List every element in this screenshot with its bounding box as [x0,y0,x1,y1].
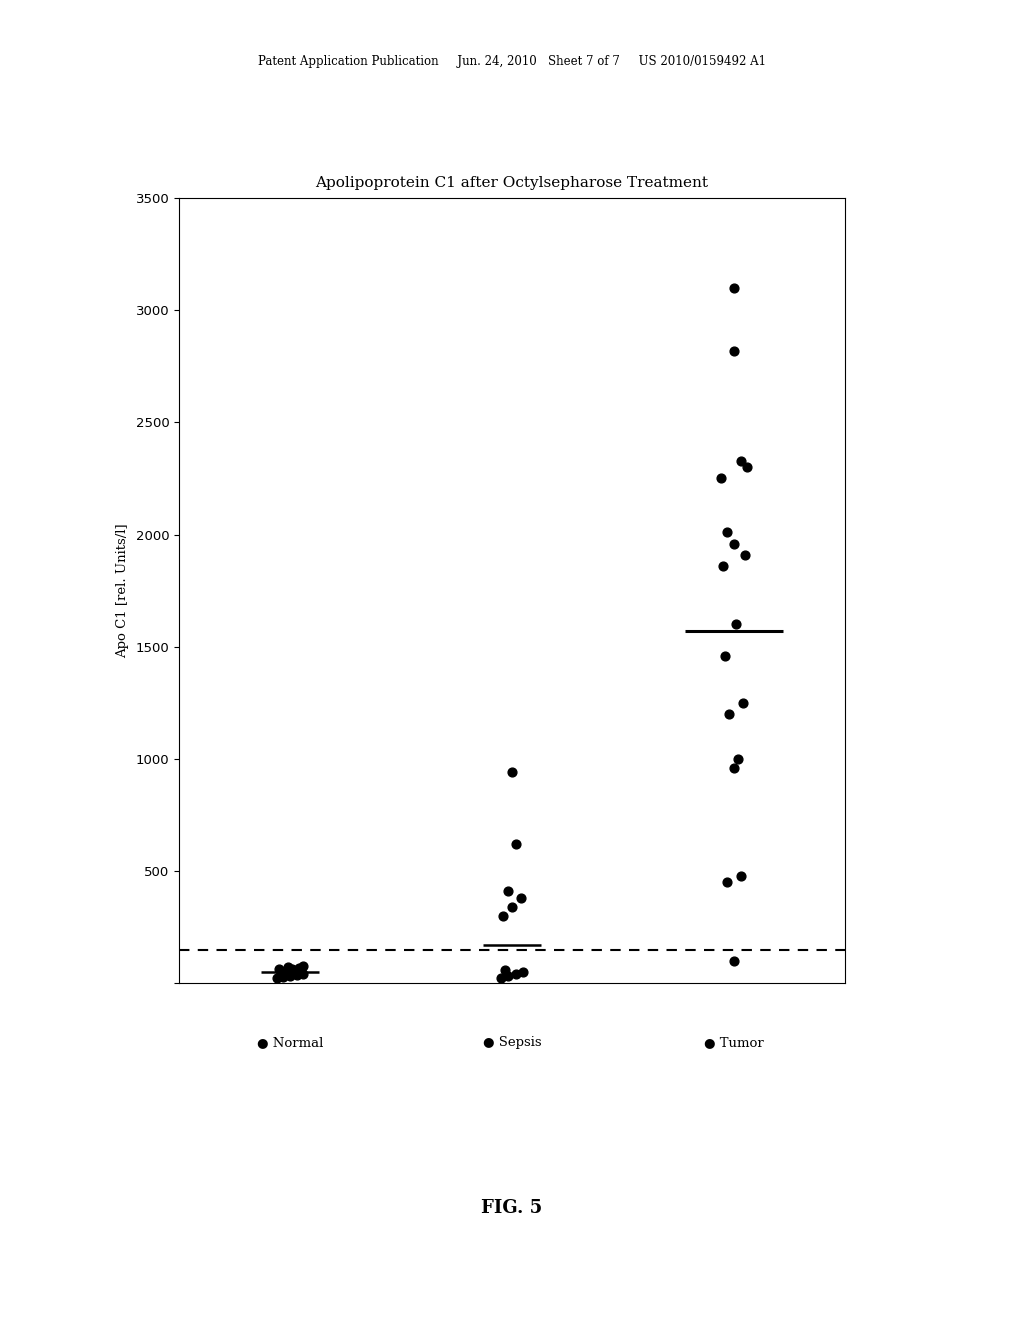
Point [739,457,756,478]
Point [726,758,742,779]
Text: ● Tumor: ● Tumor [703,1036,764,1049]
Point [719,521,735,543]
Point [732,450,749,471]
Point [513,887,529,908]
Text: FIG. 5: FIG. 5 [481,1199,543,1217]
Point [284,958,301,979]
Text: ● Sepsis: ● Sepsis [482,1036,542,1049]
Point [713,469,729,490]
Point [282,965,298,986]
Title: Apolipoprotein C1 after Octylsepharose Treatment: Apolipoprotein C1 after Octylsepharose T… [315,176,709,190]
Point [289,965,305,986]
Point [508,834,524,855]
Point [726,950,742,972]
Point [500,965,516,986]
Point [495,906,511,927]
Point [291,957,307,978]
Point [275,966,292,987]
Point [508,964,524,985]
Point [497,960,513,981]
Point [295,964,311,985]
Point [270,958,287,979]
Point [726,341,742,362]
Point [504,896,520,917]
Point [273,962,290,983]
Point [280,957,296,978]
Point [717,645,733,667]
Point [493,968,509,989]
Point [293,960,309,981]
Point [726,277,742,298]
Text: Patent Application Publication     Jun. 24, 2010   Sheet 7 of 7     US 2010/0159: Patent Application Publication Jun. 24, … [258,55,766,69]
Point [719,871,735,892]
Point [734,692,751,713]
Point [278,961,294,982]
Point [287,961,303,982]
Point [715,556,731,577]
Point [515,961,531,982]
Point [728,614,744,635]
Point [721,704,737,725]
Text: ● Normal: ● Normal [257,1036,324,1049]
Point [736,544,753,565]
Point [295,956,311,977]
Y-axis label: Apo C1 [rel. Units/l]: Apo C1 [rel. Units/l] [116,524,129,657]
Point [504,762,520,783]
Point [500,880,516,902]
Point [732,865,749,886]
Point [268,968,285,989]
Point [726,533,742,554]
Point [730,748,746,770]
